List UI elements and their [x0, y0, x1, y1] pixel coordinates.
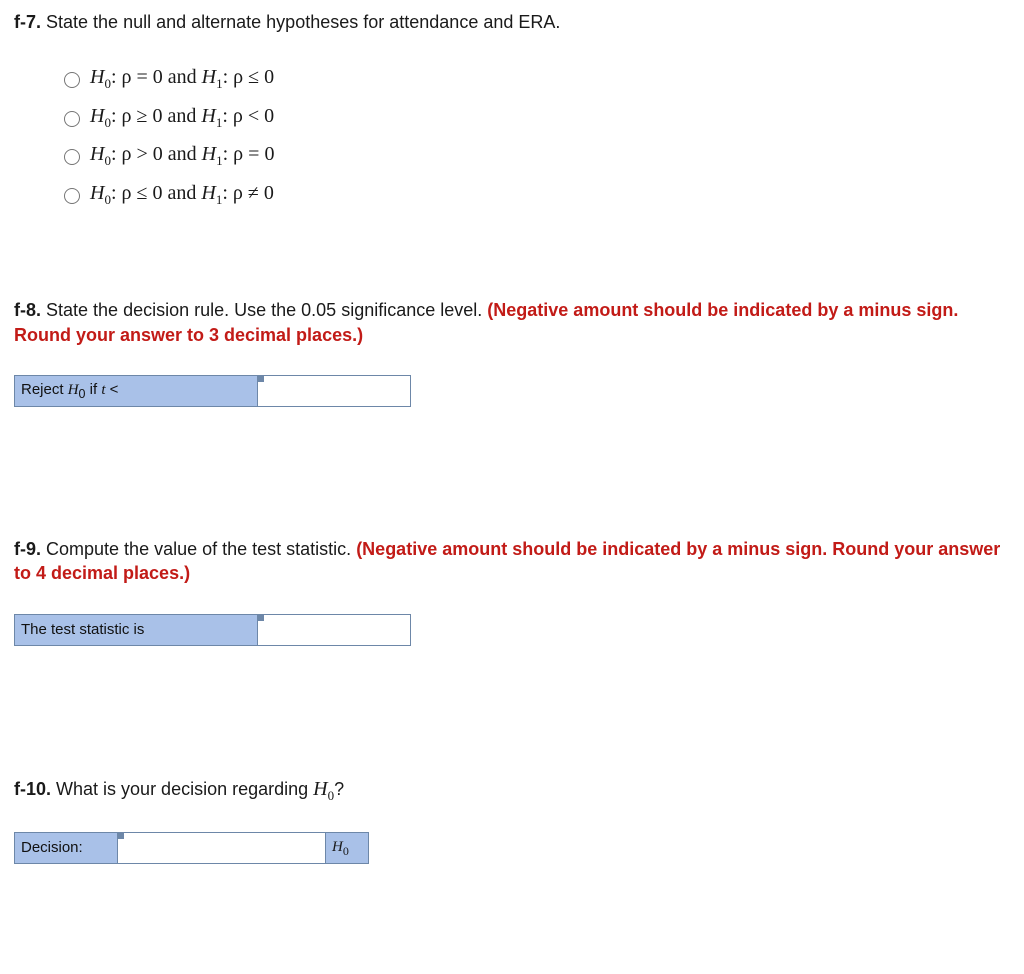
q8-text: State the decision rule. Use the 0.05 si…	[46, 300, 487, 320]
q7-opt4-h0: ≤ 0	[137, 182, 163, 204]
question-f7-text: f-7. State the null and alternate hypoth…	[14, 10, 1010, 34]
q7-option-2-label: H0: ρ ≥ 0 and H1: ρ < 0	[90, 103, 274, 132]
q8-input-cell[interactable]	[258, 376, 411, 407]
table-row: The test statistic is	[15, 614, 411, 645]
q9-input-cell[interactable]	[258, 614, 411, 645]
q10-static-sub: 0	[343, 844, 349, 858]
q7-opt2-h0: ≥ 0	[137, 105, 163, 127]
q10-qmark: ?	[334, 779, 344, 799]
q7-opt3-h0: > 0	[137, 143, 163, 165]
q7-option-3: H0: ρ > 0 and H1: ρ = 0	[59, 141, 1010, 170]
q8-suffix: if	[85, 381, 101, 398]
question-f10-text: f-10. What is your decision regarding H0…	[14, 776, 1010, 805]
question-f8-text: f-8. State the decision rule. Use the 0.…	[14, 298, 1010, 347]
q10-answer-table: Decision: H0	[14, 832, 369, 864]
q10-text: What is your decision regarding	[56, 779, 313, 799]
q8-row-label: Reject H0 if t <	[15, 376, 258, 407]
q7-opt4-h1: ≠ 0	[248, 182, 274, 204]
q10-h: H	[313, 778, 327, 800]
question-f9: f-9. Compute the value of the test stati…	[14, 537, 1010, 646]
q7-opt2-h1: < 0	[248, 105, 274, 127]
question-f10: f-10. What is your decision regarding H0…	[14, 776, 1010, 865]
q7-radio-4[interactable]	[64, 188, 80, 204]
q9-row-label: The test statistic is	[15, 614, 258, 645]
question-f7: f-7. State the null and alternate hypoth…	[14, 10, 1010, 208]
q7-options: H0: ρ = 0 and H1: ρ ≤ 0 H0: ρ ≥ 0 and H1…	[59, 64, 1010, 208]
q8-prefix: Reject	[21, 381, 68, 398]
q10-input-cell[interactable]	[118, 833, 326, 864]
q9-answer-table: The test statistic is	[14, 614, 411, 646]
q8-cmp: <	[106, 381, 119, 398]
q7-text: State the null and alternate hypotheses …	[46, 12, 560, 32]
q7-option-4-label: H0: ρ ≤ 0 and H1: ρ ≠ 0	[90, 180, 274, 209]
q7-radio-1[interactable]	[64, 72, 80, 88]
q8-h: H	[68, 382, 79, 398]
q8-answer-table: Reject H0 if t <	[14, 375, 411, 407]
q10-static-h: H	[332, 839, 343, 855]
q7-option-1-label: H0: ρ = 0 and H1: ρ ≤ 0	[90, 64, 274, 93]
table-row: Decision: H0	[15, 833, 369, 864]
q7-option-1: H0: ρ = 0 and H1: ρ ≤ 0	[59, 64, 1010, 93]
q7-option-4: H0: ρ ≤ 0 and H1: ρ ≠ 0	[59, 180, 1010, 209]
q10-label: f-10.	[14, 779, 51, 799]
q10-row-label: Decision:	[15, 833, 118, 864]
q7-opt1-h1: ≤ 0	[248, 66, 274, 88]
q7-option-2: H0: ρ ≥ 0 and H1: ρ < 0	[59, 103, 1010, 132]
q9-label: f-9.	[14, 539, 41, 559]
q9-text: Compute the value of the test statistic.	[46, 539, 356, 559]
question-f8: f-8. State the decision rule. Use the 0.…	[14, 298, 1010, 407]
q7-opt3-h1: = 0	[248, 143, 274, 165]
q8-label: f-8.	[14, 300, 41, 320]
q7-label: f-7.	[14, 12, 41, 32]
q7-option-3-label: H0: ρ > 0 and H1: ρ = 0	[90, 141, 274, 170]
q7-radio-2[interactable]	[64, 111, 80, 127]
q7-opt1-h0: = 0	[137, 66, 163, 88]
q10-static-cell: H0	[326, 833, 369, 864]
question-f9-text: f-9. Compute the value of the test stati…	[14, 537, 1010, 586]
q7-radio-3[interactable]	[64, 149, 80, 165]
table-row: Reject H0 if t <	[15, 376, 411, 407]
